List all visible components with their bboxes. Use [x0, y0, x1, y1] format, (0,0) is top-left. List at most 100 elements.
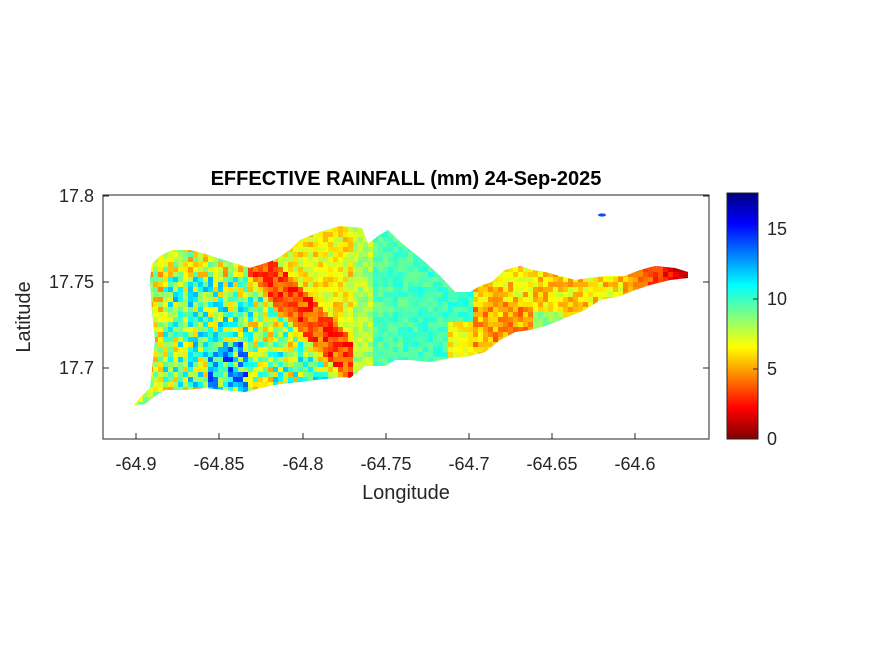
rainfall-cell: [338, 282, 344, 288]
rainfall-cell: [508, 302, 514, 308]
rainfall-cell: [338, 347, 344, 353]
rainfall-cell: [513, 307, 519, 313]
rainfall-cell: [338, 237, 344, 243]
rainfall-cell: [528, 287, 534, 293]
rainfall-cell: [373, 242, 379, 248]
rainfall-cell: [278, 367, 284, 373]
rainfall-cell: [288, 287, 294, 293]
rainfall-cell: [338, 242, 344, 248]
rainfall-cell: [548, 317, 554, 323]
rainfall-cell: [338, 227, 344, 233]
rainfall-cell: [258, 367, 264, 373]
rainfall-cell: [228, 387, 234, 393]
rainfall-cell: [178, 347, 184, 353]
rainfall-cell: [543, 297, 549, 303]
rainfall-cell: [388, 317, 394, 323]
rainfall-cell: [383, 362, 389, 368]
rainfall-cell: [163, 272, 169, 278]
rainfall-cell: [153, 392, 159, 398]
rainfall-cell: [503, 277, 509, 283]
rainfall-cell: [188, 307, 194, 313]
rainfall-cell: [213, 277, 219, 283]
rainfall-cell: [373, 342, 379, 348]
rainfall-cell: [303, 367, 309, 373]
rainfall-cell: [173, 327, 179, 333]
y-tick-label: 17.75: [49, 272, 94, 292]
rainfall-cell: [253, 307, 259, 313]
rainfall-cell: [218, 257, 224, 263]
rainfall-cell: [323, 267, 329, 273]
rainfall-cell: [618, 292, 624, 298]
rainfall-cell: [218, 287, 224, 293]
rainfall-cell: [268, 307, 274, 313]
rainfall-cell: [278, 362, 284, 368]
rainfall-cell: [183, 317, 189, 323]
rainfall-cell: [473, 292, 479, 298]
rainfall-cell: [163, 317, 169, 323]
rainfall-cell: [178, 287, 184, 293]
rainfall-cell: [283, 372, 289, 378]
rainfall-cell: [163, 352, 169, 358]
rainfall-cell: [263, 347, 269, 353]
rainfall-cell: [578, 302, 584, 308]
rainfall-cell: [188, 332, 194, 338]
x-tick-label: -64.65: [526, 454, 577, 474]
rainfall-cell: [293, 292, 299, 298]
rainfall-cell: [358, 227, 364, 233]
rainfall-cell: [368, 332, 374, 338]
rainfall-cell: [408, 332, 414, 338]
rainfall-cell: [518, 327, 524, 333]
rainfall-cell: [363, 267, 369, 273]
rainfall-cell: [478, 292, 484, 298]
rainfall-cell: [313, 242, 319, 248]
rainfall-cell: [288, 282, 294, 288]
rainfall-cell: [163, 277, 169, 283]
rainfall-cell: [203, 292, 209, 298]
rainfall-cell: [303, 342, 309, 348]
rainfall-cell: [383, 332, 389, 338]
rainfall-cell: [628, 282, 634, 288]
rainfall-cell: [433, 302, 439, 308]
rainfall-cell: [228, 342, 234, 348]
rainfall-cell: [423, 317, 429, 323]
rainfall-cell: [303, 332, 309, 338]
rainfall-cell: [403, 287, 409, 293]
rainfall-cell: [218, 332, 224, 338]
rainfall-cell: [153, 372, 159, 378]
rainfall-cell: [193, 272, 199, 278]
rainfall-cell: [608, 277, 614, 283]
rainfall-cell: [548, 307, 554, 313]
rainfall-cell: [523, 297, 529, 303]
rainfall-cell: [288, 367, 294, 373]
rainfall-cell: [163, 332, 169, 338]
rainfall-cell: [153, 327, 159, 333]
rainfall-cell: [178, 377, 184, 383]
rainfall-cell: [303, 377, 309, 383]
rainfall-cell: [333, 357, 339, 363]
rainfall-cell: [268, 317, 274, 323]
rainfall-cell: [398, 257, 404, 263]
rainfall-cell: [553, 302, 559, 308]
rainfall-cell: [333, 337, 339, 343]
rainfall-cell: [338, 302, 344, 308]
rainfall-cell: [398, 312, 404, 318]
rainfall-cell: [623, 282, 629, 288]
rainfall-cell: [478, 287, 484, 293]
rainfall-cell: [258, 322, 264, 328]
rainfall-cell: [423, 337, 429, 343]
rainfall-cell: [183, 262, 189, 268]
rainfall-cell: [383, 262, 389, 268]
rainfall-cell: [653, 272, 659, 278]
rainfall-cell: [503, 332, 509, 338]
rainfall-cell: [373, 337, 379, 343]
rainfall-cell: [323, 347, 329, 353]
rainfall-cell: [428, 302, 434, 308]
rainfall-cell: [373, 317, 379, 323]
rainfall-cell: [378, 282, 384, 288]
rainfall-cell: [278, 352, 284, 358]
rainfall-cell: [653, 277, 659, 283]
rainfall-cell: [423, 347, 429, 353]
rainfall-cell: [483, 337, 489, 343]
rainfall-cell: [353, 272, 359, 278]
rainfall-cell: [223, 297, 229, 303]
